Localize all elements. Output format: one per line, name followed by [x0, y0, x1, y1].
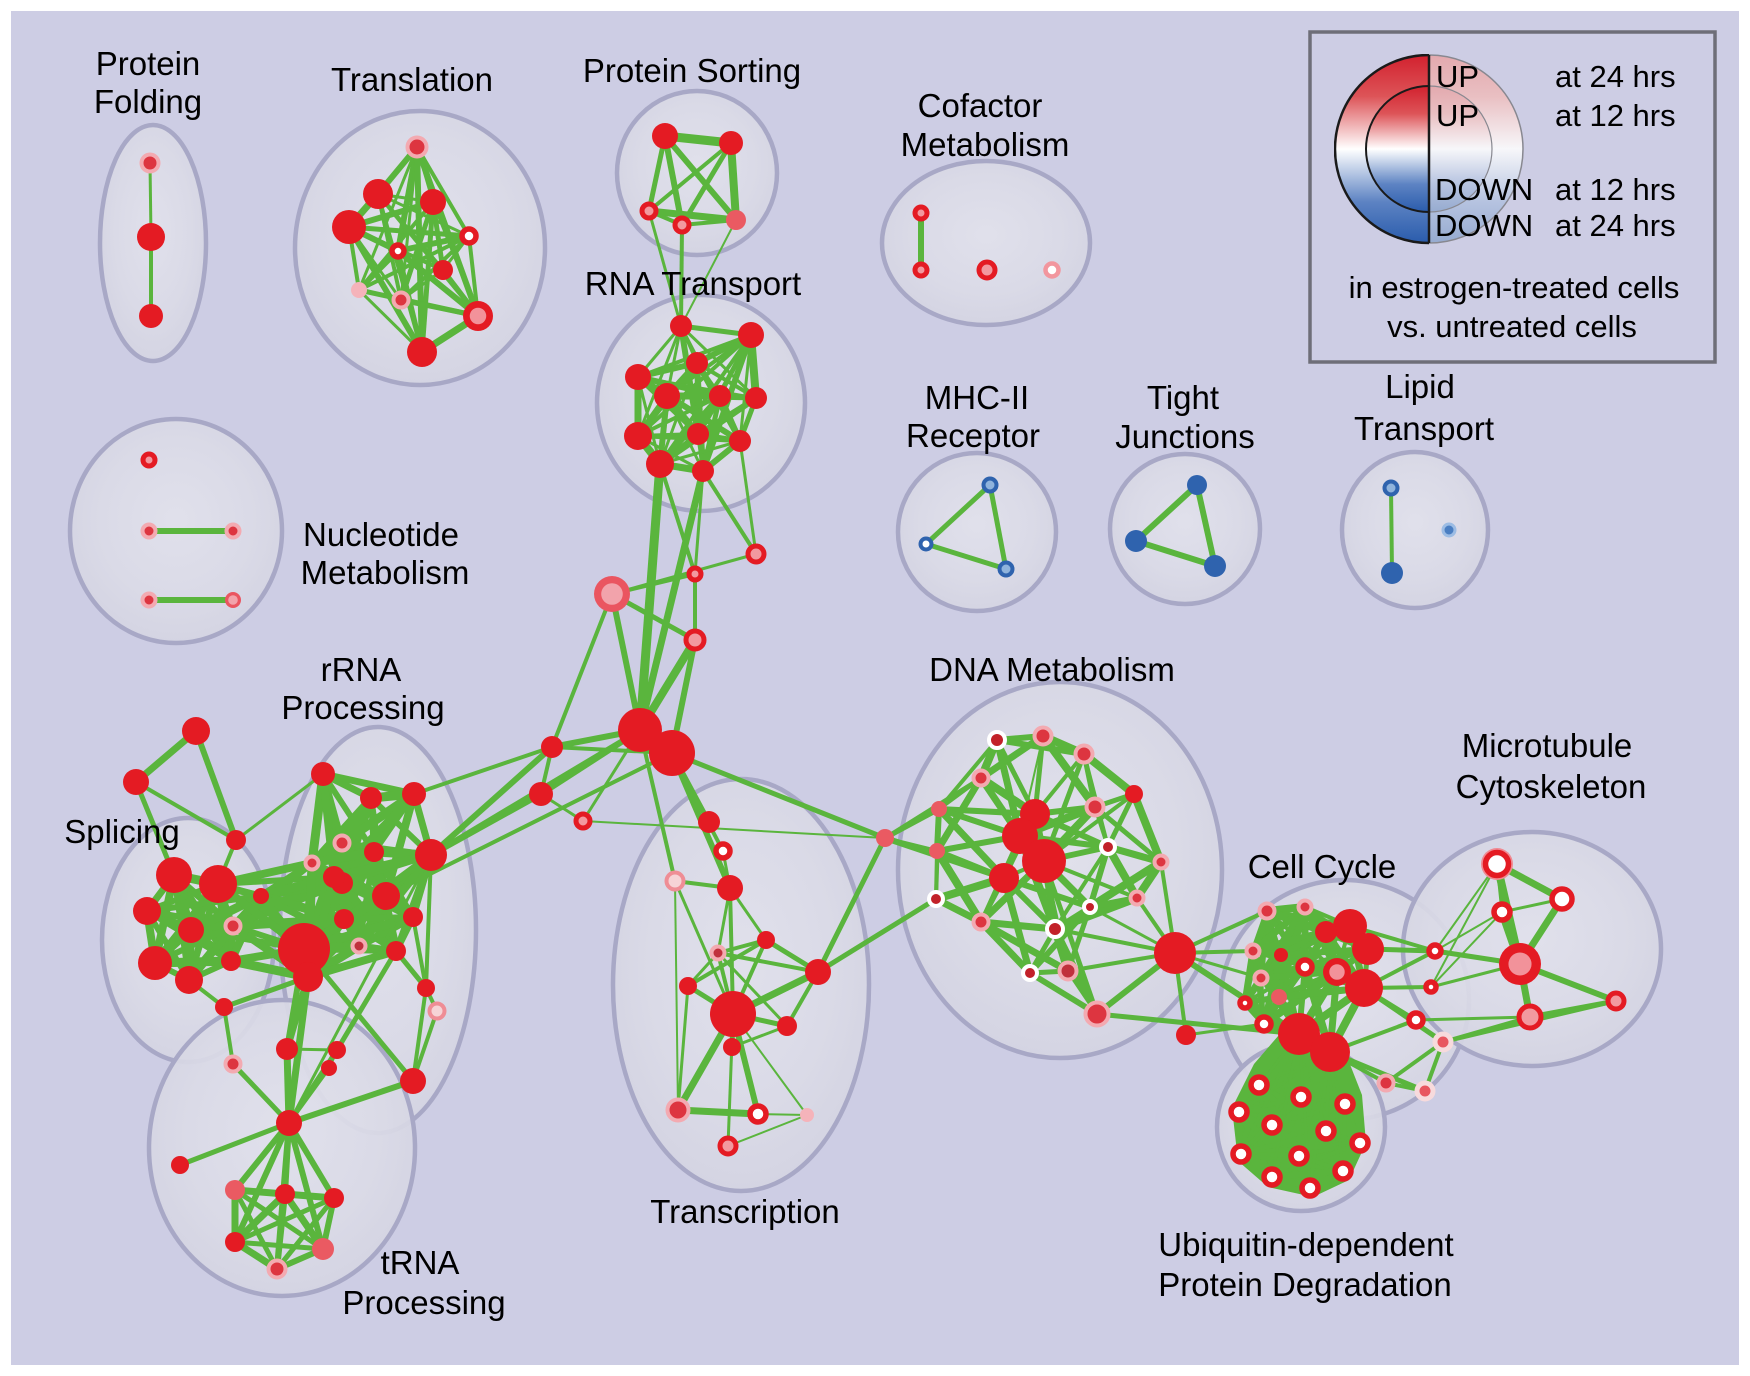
svg-text:DNA Metabolism: DNA Metabolism — [929, 651, 1175, 688]
svg-text:at 24 hrs: at 24 hrs — [1555, 59, 1676, 94]
svg-text:Junctions: Junctions — [1115, 418, 1254, 455]
svg-text:Folding: Folding — [94, 83, 202, 120]
svg-text:Translation: Translation — [331, 61, 493, 98]
svg-text:Nucleotide: Nucleotide — [303, 516, 459, 553]
svg-text:Metabolism: Metabolism — [301, 554, 470, 591]
svg-text:Tight: Tight — [1147, 379, 1219, 416]
svg-text:rRNA: rRNA — [321, 651, 402, 688]
svg-text:Metabolism: Metabolism — [901, 126, 1070, 163]
svg-text:Splicing: Splicing — [64, 813, 180, 850]
svg-text:Transport: Transport — [1354, 410, 1494, 447]
svg-text:Receptor: Receptor — [906, 417, 1040, 454]
svg-text:MHC-II: MHC-II — [925, 379, 1029, 416]
svg-text:Transcription: Transcription — [650, 1193, 840, 1230]
svg-text:at 24 hrs: at 24 hrs — [1555, 208, 1676, 243]
svg-text:Processing: Processing — [342, 1284, 505, 1321]
svg-text:in estrogen-treated cells: in estrogen-treated cells — [1349, 270, 1680, 305]
svg-text:Protein Sorting: Protein Sorting — [583, 52, 801, 89]
svg-text:UP: UP — [1436, 59, 1479, 94]
svg-text:at 12 hrs: at 12 hrs — [1555, 172, 1676, 207]
svg-text:Cell Cycle: Cell Cycle — [1248, 848, 1397, 885]
svg-text:tRNA: tRNA — [381, 1244, 460, 1281]
svg-text:Processing: Processing — [281, 689, 444, 726]
svg-text:Ubiquitin-dependent: Ubiquitin-dependent — [1158, 1226, 1453, 1263]
svg-text:Microtubule: Microtubule — [1462, 727, 1633, 764]
svg-text:Cytoskeleton: Cytoskeleton — [1456, 768, 1647, 805]
svg-text:Lipid: Lipid — [1385, 368, 1455, 405]
svg-text:UP: UP — [1436, 98, 1479, 133]
svg-text:Cofactor: Cofactor — [918, 87, 1043, 124]
svg-text:RNA Transport: RNA Transport — [585, 265, 801, 302]
svg-text:Protein Degradation: Protein Degradation — [1158, 1266, 1452, 1303]
svg-text:DOWN: DOWN — [1435, 208, 1533, 243]
svg-text:DOWN: DOWN — [1435, 172, 1533, 207]
svg-text:vs. untreated cells: vs. untreated cells — [1387, 309, 1637, 344]
svg-text:at 12 hrs: at 12 hrs — [1555, 98, 1676, 133]
svg-text:Protein: Protein — [96, 45, 201, 82]
